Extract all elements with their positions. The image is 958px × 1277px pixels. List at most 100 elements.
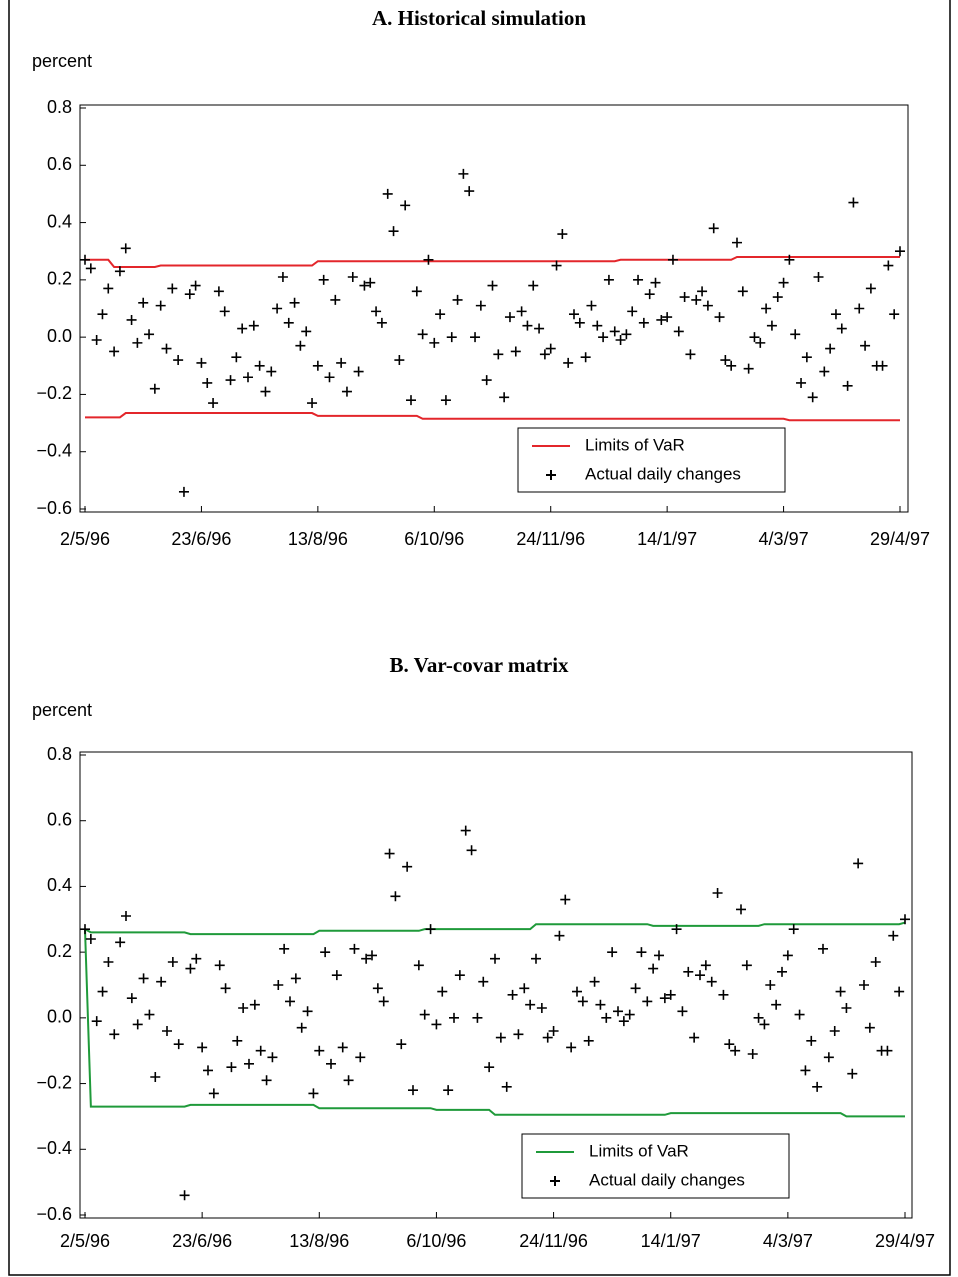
daily-change-point — [225, 375, 236, 386]
daily-change-point — [566, 1042, 577, 1053]
daily-change-point — [615, 335, 626, 346]
x-tick-label: 14/1/97 — [641, 1231, 701, 1251]
daily-change-point — [487, 280, 498, 291]
daily-change-point — [249, 999, 260, 1010]
daily-change-point — [749, 332, 760, 343]
daily-change-point — [847, 1068, 858, 1079]
daily-change-point — [788, 924, 799, 935]
daily-change-point — [481, 375, 492, 386]
daily-change-point — [203, 1065, 213, 1076]
daily-change-point — [630, 983, 641, 994]
daily-change-point — [429, 337, 440, 348]
daily-change-point — [324, 372, 335, 383]
daily-change-point — [563, 357, 574, 368]
daily-change-point — [736, 904, 746, 915]
legend-box — [521, 1133, 790, 1199]
daily-change-point — [883, 260, 894, 271]
legend-label: Actual daily changes — [585, 464, 741, 483]
daily-change-point — [865, 283, 876, 294]
x-tick-label: 4/3/97 — [763, 1231, 813, 1251]
y-tick-label: −0.6 — [36, 1204, 72, 1224]
daily-change-point — [539, 349, 550, 360]
x-tick-label: 29/4/97 — [870, 529, 930, 549]
daily-change-point — [178, 486, 189, 497]
daily-change-point — [842, 380, 853, 391]
daily-change-point — [80, 254, 90, 265]
daily-change-point — [772, 292, 783, 303]
daily-change-point — [267, 1052, 278, 1063]
daily-change-point — [144, 329, 155, 340]
daily-change-point — [388, 226, 399, 237]
daily-change-point — [190, 280, 201, 291]
daily-change-point — [882, 1045, 893, 1056]
daily-change-point — [400, 200, 411, 211]
legend-swatch — [550, 1176, 560, 1186]
daily-change-point — [191, 953, 202, 964]
daily-change-point — [213, 286, 224, 297]
daily-change-point — [97, 309, 108, 320]
daily-change-point — [156, 976, 167, 987]
y-tick-label: −0.4 — [36, 1138, 72, 1158]
daily-change-point — [173, 1039, 184, 1050]
daily-change-point — [569, 309, 579, 320]
daily-change-point — [475, 300, 486, 311]
daily-change-point — [367, 950, 377, 961]
y-tick-label: 0.4 — [47, 211, 72, 231]
daily-change-point — [302, 1006, 313, 1017]
daily-change-point — [519, 983, 530, 994]
daily-change-point — [307, 398, 318, 409]
daily-change-point — [720, 355, 731, 366]
daily-change-point — [784, 254, 795, 265]
daily-change-point — [353, 366, 364, 377]
daily-change-point — [382, 188, 393, 199]
daily-change-point — [501, 1081, 512, 1092]
daily-change-point — [167, 283, 178, 294]
daily-change-point — [103, 957, 114, 967]
x-tick-label: 2/5/96 — [60, 1231, 110, 1251]
daily-change-point — [644, 289, 655, 300]
daily-change-point — [173, 355, 184, 366]
daily-change-point — [144, 1009, 155, 1020]
daily-change-point — [196, 357, 207, 368]
x-tick-label: 13/8/96 — [288, 529, 348, 549]
daily-change-point — [458, 168, 469, 179]
daily-change-point — [336, 357, 347, 368]
daily-change-point — [255, 1045, 266, 1056]
daily-change-point — [279, 943, 290, 954]
daily-change-point — [806, 1035, 817, 1046]
daily-change-point — [812, 1081, 823, 1092]
y-tick-label: 0.2 — [47, 941, 72, 961]
daily-change-point — [732, 237, 742, 248]
y-tick-label: 0.6 — [47, 154, 72, 174]
daily-change-point — [285, 996, 295, 1007]
daily-change-point — [545, 343, 556, 354]
daily-change-point — [848, 197, 859, 208]
daily-change-point — [642, 996, 653, 1007]
daily-change-point — [91, 335, 102, 346]
x-tick-label: 4/3/97 — [759, 529, 809, 549]
daily-change-point — [504, 312, 515, 323]
daily-change-point — [449, 1012, 459, 1023]
daily-change-point — [572, 986, 582, 997]
daily-change-point — [860, 340, 871, 351]
daily-change-point — [347, 271, 358, 282]
daily-change-point — [683, 966, 694, 977]
daily-change-point — [343, 1075, 354, 1086]
daily-change-point — [659, 993, 670, 1004]
x-tick-label: 6/10/96 — [406, 1231, 466, 1251]
daily-change-point — [349, 943, 360, 954]
daily-change-point — [706, 976, 717, 987]
daily-change-point — [208, 1088, 219, 1099]
daily-change-point — [155, 300, 166, 311]
daily-change-point — [662, 312, 673, 323]
daily-change-point — [103, 283, 114, 294]
daily-change-point — [121, 911, 131, 921]
y-tick-label: 0.0 — [47, 326, 72, 346]
daily-change-point — [671, 924, 682, 935]
daily-change-point — [308, 1088, 319, 1099]
daily-change-point — [613, 1006, 623, 1017]
daily-change-point — [534, 323, 545, 334]
daily-change-point — [132, 1019, 143, 1030]
daily-change-point — [495, 1032, 506, 1043]
daily-change-point — [179, 1190, 190, 1201]
